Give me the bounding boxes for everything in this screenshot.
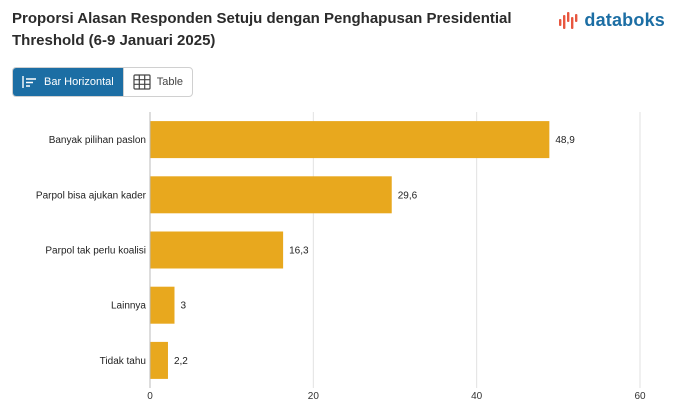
category-label: Banyak pilihan paslon [49, 135, 146, 146]
bar [150, 121, 550, 159]
bar [150, 286, 175, 324]
category-label: Lainnya [111, 301, 146, 312]
value-label: 16,3 [289, 246, 309, 257]
value-label: 48,9 [555, 135, 575, 146]
view-toggle: Bar Horizontal Table [12, 67, 193, 97]
table-grid-icon [133, 74, 151, 90]
value-label: 3 [181, 301, 187, 312]
category-label: Parpol bisa ajukan kader [36, 190, 147, 201]
category-label: Tidak tahu [100, 356, 146, 367]
bar [150, 231, 284, 269]
bar-horizontal-icon [22, 76, 36, 88]
value-label: 29,6 [398, 190, 418, 201]
bar [150, 341, 168, 379]
chart-title: Proporsi Alasan Responden Setuju dengan … [12, 10, 512, 49]
bar-horizontal-label: Bar Horizontal [44, 76, 114, 88]
category-label: Parpol tak perlu koalisi [45, 246, 146, 257]
logo-text: databoks [584, 10, 665, 30]
x-tick-label: 0 [147, 391, 153, 400]
x-tick-label: 40 [471, 391, 483, 400]
bar [150, 176, 392, 214]
bar-chart: Banyak pilihan paslon 48,9 Parpol bisa aju… [36, 112, 646, 400]
databoks-logo-icon [559, 11, 578, 29]
bar-horizontal-button[interactable]: Bar Horizontal [13, 68, 123, 96]
x-tick-label: 60 [634, 391, 646, 400]
value-label: 2,2 [174, 356, 188, 367]
x-tick-label: 20 [308, 391, 320, 400]
databoks-logo[interactable]: databoks [558, 10, 665, 31]
table-button[interactable]: Table [122, 68, 192, 96]
table-label: Table [156, 76, 183, 88]
